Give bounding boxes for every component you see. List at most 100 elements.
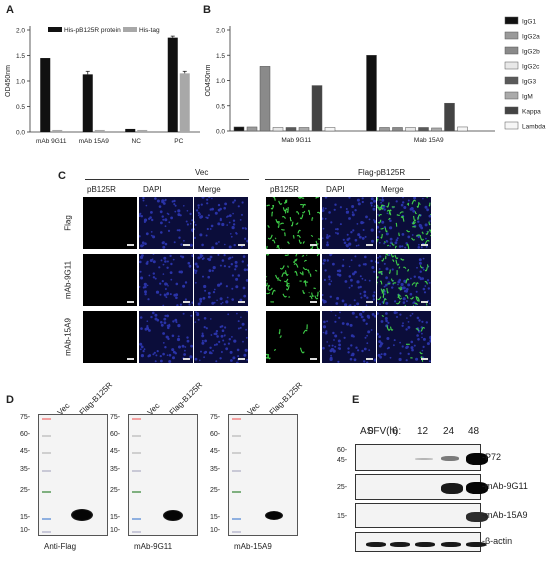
micrograph xyxy=(139,311,193,363)
x-tick-label: Mab 15A9 xyxy=(414,137,444,144)
column-header: pB125R xyxy=(87,185,116,194)
ladder-band xyxy=(132,491,141,493)
marker-label: 75- xyxy=(110,414,121,421)
scale-bar xyxy=(366,358,373,360)
western-blot xyxy=(38,414,108,536)
ladder-band xyxy=(232,491,241,493)
western-blot xyxy=(128,414,198,536)
marker-label: 60- xyxy=(337,447,348,454)
scale-bar xyxy=(238,301,245,303)
asfv-time-label: ASFV(h): xyxy=(360,426,402,437)
time-point-label: 12 xyxy=(417,426,429,437)
ladder-band xyxy=(132,531,141,533)
row-label: mAb-15A9 xyxy=(63,318,73,356)
marker-label: 25- xyxy=(337,484,348,491)
y-tick-label: 2.0 xyxy=(16,28,25,35)
x-tick-label: PC xyxy=(174,138,183,145)
time-point-label: 6 xyxy=(392,426,398,437)
bar xyxy=(311,85,323,132)
scale-bar xyxy=(183,358,190,360)
ladder-band xyxy=(132,435,141,437)
y-tick-label: 0.0 xyxy=(16,130,25,137)
protein-band xyxy=(265,510,283,520)
legend-label: His-pB125R protein xyxy=(64,27,121,34)
micrograph xyxy=(322,254,376,306)
row-label: mAb-9G11 xyxy=(63,260,73,300)
micrograph xyxy=(194,311,248,363)
y-tick-label: 1.0 xyxy=(216,78,225,85)
marker-label: 60- xyxy=(110,431,121,438)
x-tick-label: Mab 9G11 xyxy=(281,137,311,144)
legend-label: IgG3 xyxy=(522,79,536,86)
protein-band xyxy=(441,482,463,494)
x-tick-label: mAb 9G11 xyxy=(36,138,67,145)
scale-bar xyxy=(127,301,134,303)
bar xyxy=(285,127,297,132)
bar xyxy=(179,73,190,132)
micrograph xyxy=(83,197,137,249)
marker-label: 10- xyxy=(110,527,121,534)
scale-bar xyxy=(127,358,134,360)
bar xyxy=(405,127,416,132)
y-tick-label: 1.5 xyxy=(16,53,25,60)
column-header: DAPI xyxy=(143,185,162,194)
bar xyxy=(52,129,63,132)
column-header: pB125R xyxy=(270,185,299,194)
x-tick-label: mAb 15A9 xyxy=(79,138,110,145)
bar xyxy=(82,74,93,132)
scale-bar xyxy=(421,358,428,360)
micrograph xyxy=(322,311,376,363)
micrograph xyxy=(266,197,320,249)
scale-bar xyxy=(421,244,428,246)
micrograph xyxy=(266,254,320,306)
protein-band xyxy=(441,456,459,461)
protein-band xyxy=(163,509,183,521)
micrograph xyxy=(322,197,376,249)
legend-swatch xyxy=(504,76,519,85)
bar xyxy=(40,58,51,132)
blot-strip xyxy=(355,444,488,471)
group-line-vec xyxy=(85,179,249,180)
protein-band xyxy=(415,457,433,460)
ladder-band xyxy=(132,452,141,454)
legend-swatch xyxy=(504,121,519,130)
legend-swatch xyxy=(504,61,519,70)
micrograph xyxy=(194,254,248,306)
row-label: Flag xyxy=(63,215,73,231)
group-label-vec: Vec xyxy=(195,168,209,177)
legend-swatch xyxy=(504,46,519,55)
western-blot xyxy=(228,414,298,536)
scale-bar xyxy=(421,301,428,303)
legend-swatch xyxy=(504,91,519,100)
panel-letter-e: E xyxy=(352,394,360,406)
ladder-band xyxy=(42,491,51,493)
y-tick-label: 1.0 xyxy=(16,79,25,86)
ladder-band xyxy=(132,418,141,420)
marker-label: 15- xyxy=(210,514,221,521)
group-label-flag: Flag-pB125R xyxy=(358,168,406,177)
marker-label: 35- xyxy=(20,466,31,473)
protein-band xyxy=(71,509,93,521)
micrograph xyxy=(377,197,431,249)
strip-label: -β-actin xyxy=(482,536,513,546)
bar xyxy=(366,55,377,132)
column-header: Merge xyxy=(198,185,221,194)
marker-label: 45- xyxy=(20,448,31,455)
bar xyxy=(233,126,245,132)
column-header: Merge xyxy=(381,185,404,194)
marker-label: 35- xyxy=(210,466,221,473)
y-tick-label: 1.5 xyxy=(216,53,225,60)
ladder-band xyxy=(232,518,241,520)
bar xyxy=(137,129,148,132)
bar xyxy=(167,37,178,132)
legend-swatch xyxy=(504,16,519,25)
x-tick-label: NC xyxy=(132,138,142,145)
blot-caption: mAb-9G11 xyxy=(134,542,173,551)
bar xyxy=(259,66,271,132)
chart-b: 0.0 0.5 1.0 1.5 2.0 OD450nm Mab 9G11 Mab 15A9 Ig… xyxy=(205,16,546,144)
micrograph xyxy=(194,197,248,249)
ladder-band xyxy=(232,435,241,437)
protein-band xyxy=(390,541,410,547)
marker-label: 25- xyxy=(110,487,121,494)
bar xyxy=(246,126,258,132)
